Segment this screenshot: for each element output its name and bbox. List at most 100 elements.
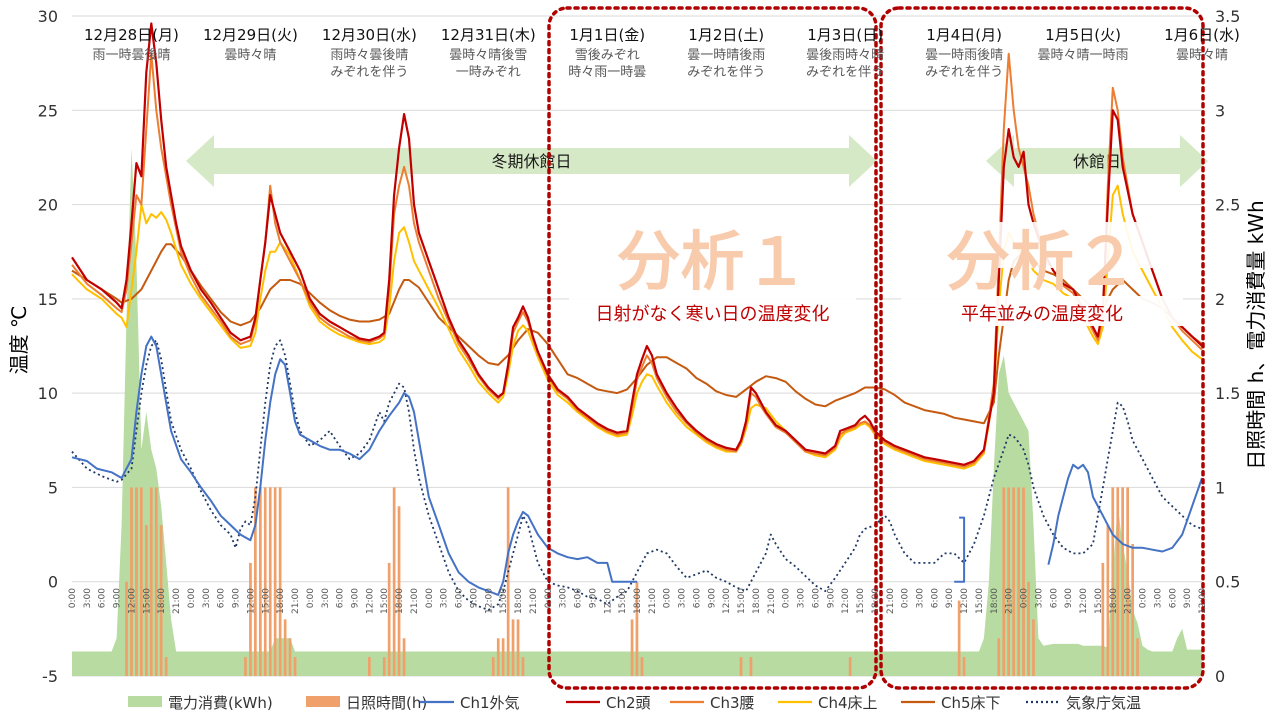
sunshine-bar — [1106, 525, 1110, 676]
y-left-tick-label: 15 — [38, 290, 58, 309]
x-tick-label: 21:00 — [291, 588, 301, 614]
y-left-tick-label: 5 — [48, 478, 58, 497]
x-tick-label: 21:00 — [172, 588, 182, 614]
x-tick-label: 9:00 — [707, 588, 717, 608]
series-line — [71, 243, 1203, 425]
x-tick-label: 9:00 — [1183, 588, 1193, 608]
x-tick-label: 21:00 — [410, 588, 420, 614]
analysis2-title: 分析２ — [946, 226, 1138, 300]
sunshine-bar — [392, 487, 396, 676]
sunshine-bar — [283, 619, 287, 676]
x-tick-label: 15:00 — [142, 588, 152, 614]
x-tick-label: 12:00 — [246, 588, 256, 614]
sunshine-bar — [382, 657, 386, 676]
x-tick-label: 12:00 — [722, 588, 732, 614]
sunshine-bar — [249, 562, 252, 676]
sunshine-bar — [739, 657, 743, 676]
sunshine-bar — [521, 657, 525, 676]
x-tick-label: 3:00 — [1153, 588, 1163, 608]
sunshine-bar — [293, 657, 297, 676]
x-tick-label: 3:00 — [83, 588, 93, 608]
x-tick-label: 12:00 — [603, 588, 613, 614]
x-tick-label: 12:00 — [128, 588, 138, 614]
day-date: 12月30日(水) — [322, 26, 417, 44]
x-tick-label: 0:00 — [663, 588, 673, 608]
series-line — [1047, 463, 1203, 565]
y-left-tick-label: 0 — [48, 573, 58, 592]
x-tick-label: 6:00 — [455, 588, 465, 608]
sunshine-bar — [630, 619, 634, 676]
x-tick-label: 9:00 — [588, 588, 598, 608]
sunshine-bar — [997, 638, 1001, 676]
x-tick-label: 9:00 — [826, 588, 836, 608]
day-weather: 曇後雨時々晴 — [806, 48, 884, 63]
sunshine-bar — [268, 487, 272, 676]
sunshine-bar — [957, 600, 961, 676]
x-tick-label: 15:00 — [261, 588, 271, 614]
sunshine-bar — [154, 487, 158, 676]
x-tick-label: 6:00 — [574, 588, 584, 608]
x-tick-label: 12:00 — [484, 588, 494, 614]
day-headers: 12月28日(月) 雨一時曇後晴 12月29日(火) 曇時々晴 12月30日(水) 雨時々… — [84, 26, 1240, 80]
x-tick-label: 9:00 — [1064, 588, 1074, 608]
x-tick-label: 0:00 — [306, 588, 316, 608]
x-tick-label: 18:00 — [871, 588, 881, 614]
x-tick-label: 15:00 — [975, 588, 985, 614]
series-line — [71, 22, 1203, 466]
day-date: 1月3日(日) — [807, 26, 883, 44]
x-tick-label: 9:00 — [232, 588, 242, 608]
sunshine-bar — [164, 657, 168, 676]
x-tick-label: 3:00 — [678, 588, 688, 608]
legend-label: 気象庁気温 — [1066, 694, 1141, 712]
x-tick-label: 0:00 — [68, 588, 78, 608]
y-right-tick-label: 1 — [1215, 478, 1225, 497]
x-tick-label: 0:00 — [1139, 588, 1149, 608]
sunshine-bar — [130, 487, 133, 676]
day-date: 1月5日(火) — [1045, 26, 1121, 44]
analysis2-sub-bg — [901, 296, 1183, 326]
analysis1-sub-bg — [569, 296, 856, 326]
x-tick-label: 21:00 — [648, 588, 658, 614]
x-tick-label: 15:00 — [380, 588, 390, 614]
x-tick-label: 6:00 — [336, 588, 346, 608]
y-left-tick-label: 10 — [38, 384, 58, 403]
series-line — [71, 335, 637, 596]
legend-swatch — [128, 696, 162, 707]
holiday1-arrow — [186, 135, 877, 187]
y-left-tick-label: 20 — [38, 196, 58, 215]
day-weather: 曇一時晴後雨 — [687, 48, 765, 63]
day-weather: 曇時々晴 — [224, 48, 276, 63]
sunshine-bar — [501, 638, 505, 676]
analysis1-title: 分析１ — [617, 226, 809, 300]
x-tick-label: 0:00 — [782, 588, 792, 608]
legend-label: Ch5床下 — [941, 694, 1001, 712]
y-right-tick-label: 3.5 — [1215, 7, 1240, 26]
analysis-panels: 分析１ 日射がなく寒い日の温度変化 分析２ 平年並みの温度変化 — [547, 6, 1205, 690]
x-tick-label: 6:00 — [930, 588, 940, 608]
x-tick-label: 3:00 — [559, 588, 569, 608]
day-weather: みぞれを伴う — [330, 65, 408, 80]
holiday-arrows: 冬期休館日 休館日 — [186, 135, 1208, 187]
holiday2-arrow — [986, 135, 1208, 187]
sunshine-bar — [1002, 487, 1006, 676]
sunshine-bar — [145, 525, 148, 676]
x-tick-label: 9:00 — [945, 588, 955, 608]
y-right-tick-label: 2.5 — [1215, 196, 1240, 215]
sunshine-bar — [516, 619, 520, 676]
day-weather: みぞれを伴う — [806, 65, 884, 80]
y-right-tick-label: 2 — [1215, 290, 1225, 309]
sunshine-bar — [397, 506, 401, 676]
x-tick-label: 3:00 — [440, 588, 450, 608]
y-right-tick-label: 3 — [1215, 101, 1225, 120]
sunshine-bar — [1111, 487, 1115, 676]
sunshine-bar — [1032, 619, 1035, 676]
sunshine-bars — [125, 487, 1139, 676]
x-tick-label: 21:00 — [529, 588, 539, 614]
y-right-axis-label: 日照時間 h、電力消費量 kWh — [1244, 200, 1268, 469]
x-tick-label: 6:00 — [1168, 588, 1178, 608]
sunshine-bar — [848, 657, 852, 676]
day-date: 1月1日(金) — [569, 26, 645, 44]
sunshine-bar — [273, 487, 277, 676]
day-weather: 雨時々曇後晴 — [330, 48, 408, 63]
